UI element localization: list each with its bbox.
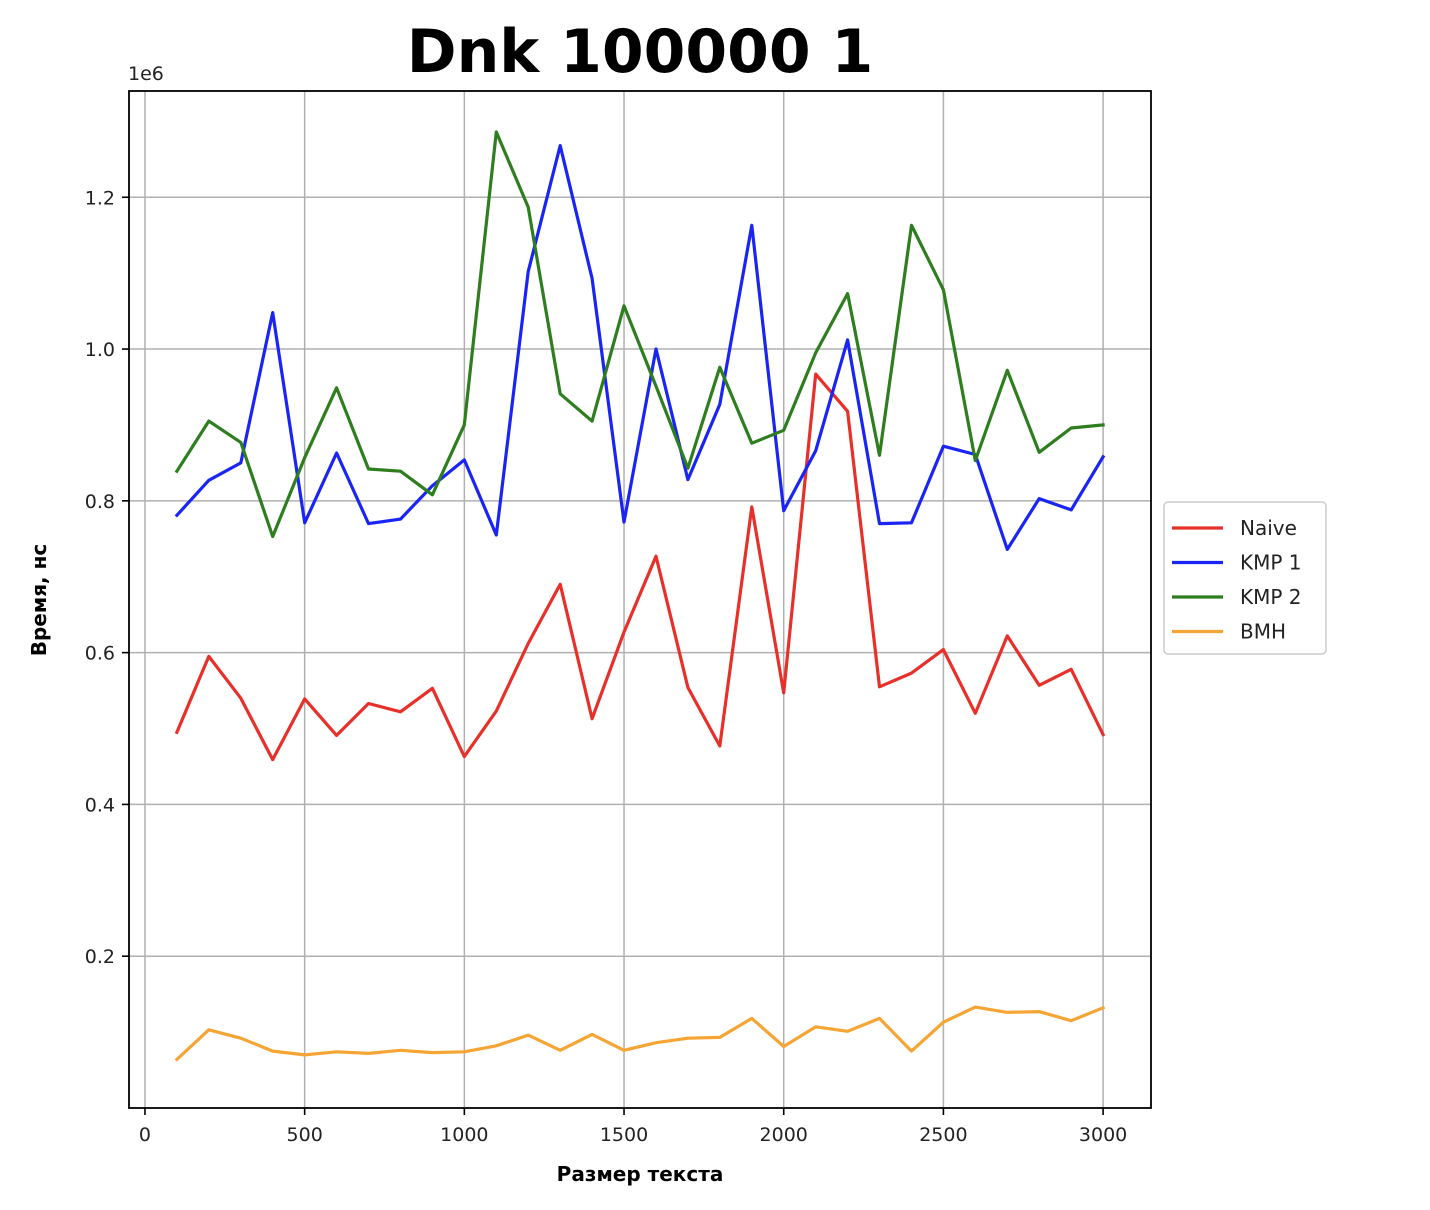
x-tick-label: 1000 xyxy=(440,1124,488,1146)
x-tick-label: 0 xyxy=(139,1124,151,1146)
y-tick-label: 0.4 xyxy=(85,794,115,816)
legend-label-kmp-1: KMP 1 xyxy=(1240,551,1302,575)
series-line-kmp-1 xyxy=(174,144,1106,552)
y-tick-label: 0.6 xyxy=(85,643,115,665)
legend-label-naive: Naive xyxy=(1240,516,1297,540)
series-line-kmp-2 xyxy=(174,130,1105,539)
y-tick-label: 1.2 xyxy=(85,187,115,209)
y-tick-label: 0.2 xyxy=(85,946,115,968)
x-tick-label: 2500 xyxy=(919,1124,967,1146)
y-axis-scale-label: 1e6 xyxy=(128,63,164,85)
x-tick-label: 3000 xyxy=(1079,1124,1127,1146)
x-tick-label: 1500 xyxy=(600,1124,648,1146)
y-axis-ticks: 0.2 0.4 0.6 0.8 1.0 1.2 xyxy=(85,187,129,968)
legend-box xyxy=(1163,501,1327,655)
chart-title: Dnk 100000 1 xyxy=(407,17,873,87)
grid-lines xyxy=(129,91,1151,1108)
legend: Naive KMP 1 KMP 2 BMH xyxy=(1163,501,1327,655)
legend-label-kmp-2: KMP 2 xyxy=(1240,585,1302,609)
legend-items: Naive KMP 1 KMP 2 BMH xyxy=(1172,516,1302,644)
legend-label-bmh: BMH xyxy=(1240,620,1286,644)
x-axis-ticks: 0 500 1000 1500 2000 2500 3000 xyxy=(139,1108,1127,1146)
x-axis-label: Размер текста xyxy=(557,1162,724,1186)
x-tick-label: 500 xyxy=(287,1124,323,1146)
series-line-bmh xyxy=(174,1005,1106,1062)
series-lines xyxy=(174,130,1106,1062)
y-axis-label: Время, нс xyxy=(27,544,51,657)
x-tick-label: 2000 xyxy=(760,1124,808,1146)
y-tick-label: 1.0 xyxy=(85,339,115,361)
plot-area-frame xyxy=(128,90,1152,1109)
y-tick-label: 0.8 xyxy=(85,491,115,513)
series-line-naive xyxy=(174,372,1106,762)
